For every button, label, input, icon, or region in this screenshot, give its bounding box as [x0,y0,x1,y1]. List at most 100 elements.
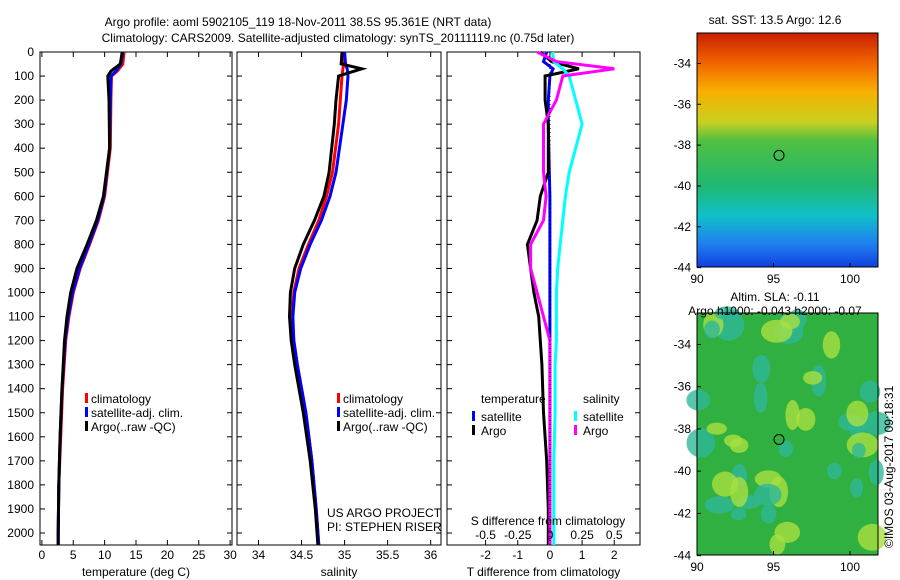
difference-series-t-argo [525,50,580,545]
y-tick-label: -44 [674,261,692,275]
sla-blob [780,313,801,330]
sla-map-title-2: Argo h1000: -0.043 h2000: -0.07 [688,304,862,318]
temperature-xlabel: temperature (deg C) [82,565,190,579]
legend-label: satellite-adj. clim. [91,406,183,420]
temperature-series-climatology [56,51,126,545]
y-tick-label: 1500 [7,406,34,420]
sla-map-title-1: Altim. SLA: -0.11 [730,290,819,304]
y-tick-label: 500 [14,165,34,179]
x-tick-label: 95 [767,272,781,286]
sla-blob [851,442,866,459]
difference-axes-frame [446,51,641,546]
temperature-series-satellite-adj-clim- [56,51,125,545]
y-tick-label: 1600 [7,430,34,444]
x-tick-label: 30 [223,548,237,562]
s-tick-label: -0.5 [475,528,496,542]
y-tick-label: -40 [674,464,692,478]
x-tick-label: 0 [39,548,46,562]
difference-xlabel: T difference from climatology [467,565,621,579]
legend-label: Argo [583,424,609,438]
legend-label: satellite [481,410,522,424]
y-tick-label: 1300 [7,358,34,372]
x-tick-label: 95 [767,560,781,574]
y-tick-label: -34 [674,337,692,351]
legend-swatch [85,393,88,403]
x-tick-label: 34 [252,548,266,562]
sst-field [697,33,878,267]
credit: ©IMOS 03-Aug-2017 09:18:31 [882,385,896,548]
legend-label: climatology [91,392,151,406]
y-tick-label: -40 [674,179,692,193]
sla-blob [774,521,801,543]
salinity-series-climatology [290,51,346,546]
x-tick-label: 100 [840,272,860,286]
y-tick-label: 300 [14,117,34,131]
legend-swatch [472,411,475,421]
annotation-pi: PI: STEPHEN RISER [327,520,442,534]
legend-swatch [85,421,88,431]
legend-title-temperature: temperature [481,392,546,406]
sla-blob [785,400,800,431]
sla-blob [753,382,768,413]
x-tick-label: 10 [98,548,112,562]
sla-blob [704,496,735,514]
y-tick-label: 800 [14,237,34,251]
x-tick-label: 0 [547,548,554,562]
sla-blob [795,407,816,431]
legend-swatch [337,421,340,431]
sla-blob [686,389,711,411]
y-tick-label: -38 [674,138,692,152]
argo-location-marker [773,434,785,446]
x-tick-label: -2 [480,548,491,562]
x-tick-label: 35 [338,548,352,562]
salinity-axes-frame [236,51,442,546]
legend-swatch [85,407,88,417]
y-tick-label: -44 [674,549,692,563]
y-tick-label: 1000 [7,286,34,300]
y-tick-label: -34 [674,56,692,70]
sla-blob [803,371,823,385]
x-tick-label: 36 [424,548,438,562]
x-tick-label: 15 [129,548,143,562]
legend-title-salinity: salinity [583,392,620,406]
sst-map-frame [696,32,879,268]
sla-map-frame [696,312,879,556]
legend-label: Argo [481,424,507,438]
temperature-series-argo [56,51,124,545]
legend-swatch [472,425,475,435]
argo-location-marker [773,149,785,161]
x-tick-label: 35.5 [376,548,400,562]
sla-blob [778,440,793,458]
sla-blob [706,422,727,435]
sla-blob [686,428,716,458]
salinity-series-argo [287,51,368,546]
legend-swatch [574,411,577,421]
y-tick-label: 100 [14,69,34,83]
y-tick-label: 600 [14,189,34,203]
s-xlabel: S difference from climatology [471,514,626,528]
sla-blob [704,320,720,339]
y-tick-label: 1400 [7,382,34,396]
s-tick-label: 0.25 [570,528,594,542]
sla-blob [752,354,771,383]
y-tick-label: 1900 [7,502,34,516]
x-tick-label: 20 [161,548,175,562]
sla-blob [822,331,841,359]
sla-blob [861,411,892,436]
x-tick-label: 25 [192,548,206,562]
sla-blob [730,507,747,521]
legend-swatch [574,425,577,435]
sla-blob [868,459,884,486]
legend-label: climatology [343,392,403,406]
sla-blob [857,523,887,551]
x-tick-label: 2 [611,548,618,562]
difference-series-s-argo [529,50,615,545]
y-tick-label: 900 [14,261,34,275]
s-tick-label: 0 [547,528,554,542]
x-tick-label: -1 [512,548,523,562]
title-line2: Climatology: CARS2009. Satellite-adjuste… [102,31,575,45]
y-tick-label: 1700 [7,454,34,468]
s-tick-label: -0.25 [504,528,532,542]
x-tick-label: 5 [70,548,77,562]
